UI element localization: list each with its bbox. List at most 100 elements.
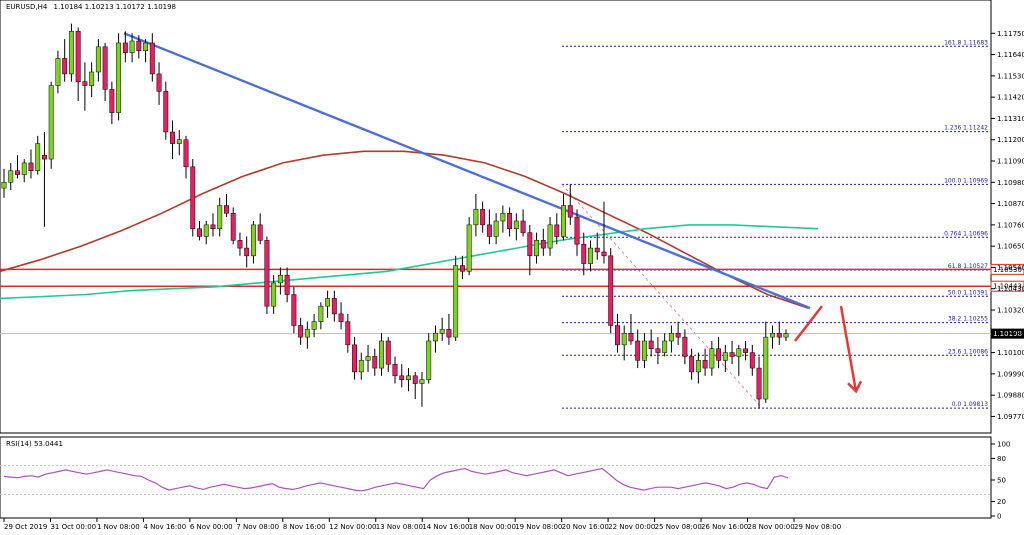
candle-body-bull <box>21 162 27 175</box>
arrow-up-annotation <box>794 305 823 342</box>
candle-body-bear <box>749 352 755 369</box>
price-axis-tick-label: 1.11090 <box>997 158 1024 166</box>
fib-level-label: 161.8 1.11683 <box>944 39 988 46</box>
candle-body-bear <box>82 81 88 86</box>
candle-body-bear <box>237 240 243 249</box>
candle <box>534 232 540 264</box>
price-axis-tick-label: 1.10210 <box>997 328 1024 336</box>
candle <box>352 337 358 380</box>
candle-body-bear <box>486 224 492 237</box>
candle <box>406 368 411 392</box>
candle-body-bull <box>35 143 41 171</box>
candle-body-bull <box>143 42 149 51</box>
candle-body-bear <box>743 348 749 353</box>
time-axis-tick-label: 18 Nov 00:00 <box>469 523 516 531</box>
candle-body-bear <box>41 154 47 160</box>
candle <box>129 33 135 63</box>
candle <box>615 313 620 353</box>
candle-body-bear <box>62 58 68 75</box>
candle-body-bull <box>493 220 499 237</box>
time-axis-tick-label: 14 Nov 16:00 <box>422 523 469 531</box>
fib-level-label: 50.0 1.10391 <box>948 289 988 296</box>
candle-body-bull <box>379 340 384 369</box>
price-axis-tick-label: 1.10100 <box>997 349 1024 357</box>
candle <box>203 221 209 245</box>
candle <box>432 325 438 353</box>
candle-body-bull <box>621 332 627 346</box>
candle-body-bull <box>55 58 61 86</box>
price-axis-tick-label: 1.10540 <box>997 264 1024 272</box>
candle <box>35 135 41 175</box>
candle <box>554 213 560 245</box>
candles-layer <box>1 23 789 409</box>
candle-body-bear <box>675 332 681 338</box>
candle <box>709 340 715 376</box>
candle-body-bull <box>116 42 122 113</box>
price-panel-frame <box>0 0 992 434</box>
candle <box>1 168 7 198</box>
candle-body-bull <box>466 224 472 272</box>
candle-body-bear <box>527 232 533 257</box>
fib-level-label: 0.764 1.10696 <box>944 230 988 237</box>
candle-body-bear <box>520 220 526 233</box>
candle-body-bear <box>298 325 304 338</box>
indicators-layer <box>0 32 819 310</box>
time-axis-tick-label: 4 Nov 16:00 <box>143 523 186 531</box>
candle <box>62 39 68 82</box>
price-axis-tick-label: 1.10870 <box>997 200 1024 208</box>
candle <box>217 197 223 237</box>
time-axis-tick-label: 19 Nov 08:00 <box>515 523 562 531</box>
candle-body-bear <box>689 356 695 373</box>
candle-body-bear <box>392 363 398 377</box>
candle <box>304 321 310 349</box>
candle-body-bull <box>547 224 553 249</box>
candle <box>95 39 101 82</box>
candle <box>439 317 445 341</box>
time-axis-tick-label: 29 Oct 2019 <box>4 523 47 531</box>
candle <box>473 193 479 237</box>
candle <box>176 130 182 156</box>
candle-body-bear <box>507 213 513 229</box>
candle <box>379 333 384 376</box>
candle <box>500 205 506 233</box>
candle <box>345 313 351 353</box>
arrow-down-annotation-shaft <box>839 305 858 392</box>
candle <box>702 348 708 376</box>
candle-body-bull <box>304 329 310 338</box>
candle <box>608 248 614 334</box>
price-axis-tick-label: 1.11420 <box>997 94 1024 102</box>
candle <box>197 221 202 241</box>
candle-body-bear <box>412 375 418 384</box>
rsi-panel-frame <box>0 436 992 519</box>
candle-body-bear <box>156 73 162 92</box>
candle <box>561 193 566 241</box>
candle <box>244 236 250 268</box>
candle <box>21 159 27 183</box>
candle <box>250 221 256 264</box>
candle <box>783 329 789 341</box>
time-axis-tick-label: 26 Nov 16:00 <box>701 523 748 531</box>
candle-body-bull <box>318 305 324 322</box>
candle <box>682 329 688 365</box>
price-axis: 1.11750 1.11640 1.11530 1.11420 1.11310 1.112… <box>991 30 1024 421</box>
candle-body-bear <box>581 243 587 264</box>
candle-body-bull <box>325 298 331 307</box>
candle <box>662 333 668 357</box>
price-axis-tick-label: 1.09770 <box>997 413 1024 421</box>
resistance-level-label: 1.10530 <box>993 266 1022 274</box>
candle-body-bear <box>446 329 452 338</box>
candle-body-bear <box>244 247 250 257</box>
candle-body-bull <box>89 71 95 86</box>
resistance-level-label: 1.10443 <box>993 283 1022 291</box>
candle <box>581 232 587 276</box>
price-axis-tick-label: 1.10320 <box>997 307 1024 315</box>
candle <box>257 213 263 245</box>
rsi-axis-tick-label: 50 <box>997 477 1006 485</box>
price-axis-tick-label: 1.09880 <box>997 392 1024 400</box>
candle <box>385 337 391 372</box>
candle <box>82 62 88 111</box>
rsi-axis-tick-label: 20 <box>997 498 1006 506</box>
candle <box>68 23 74 82</box>
candle-body-bull <box>48 85 54 160</box>
